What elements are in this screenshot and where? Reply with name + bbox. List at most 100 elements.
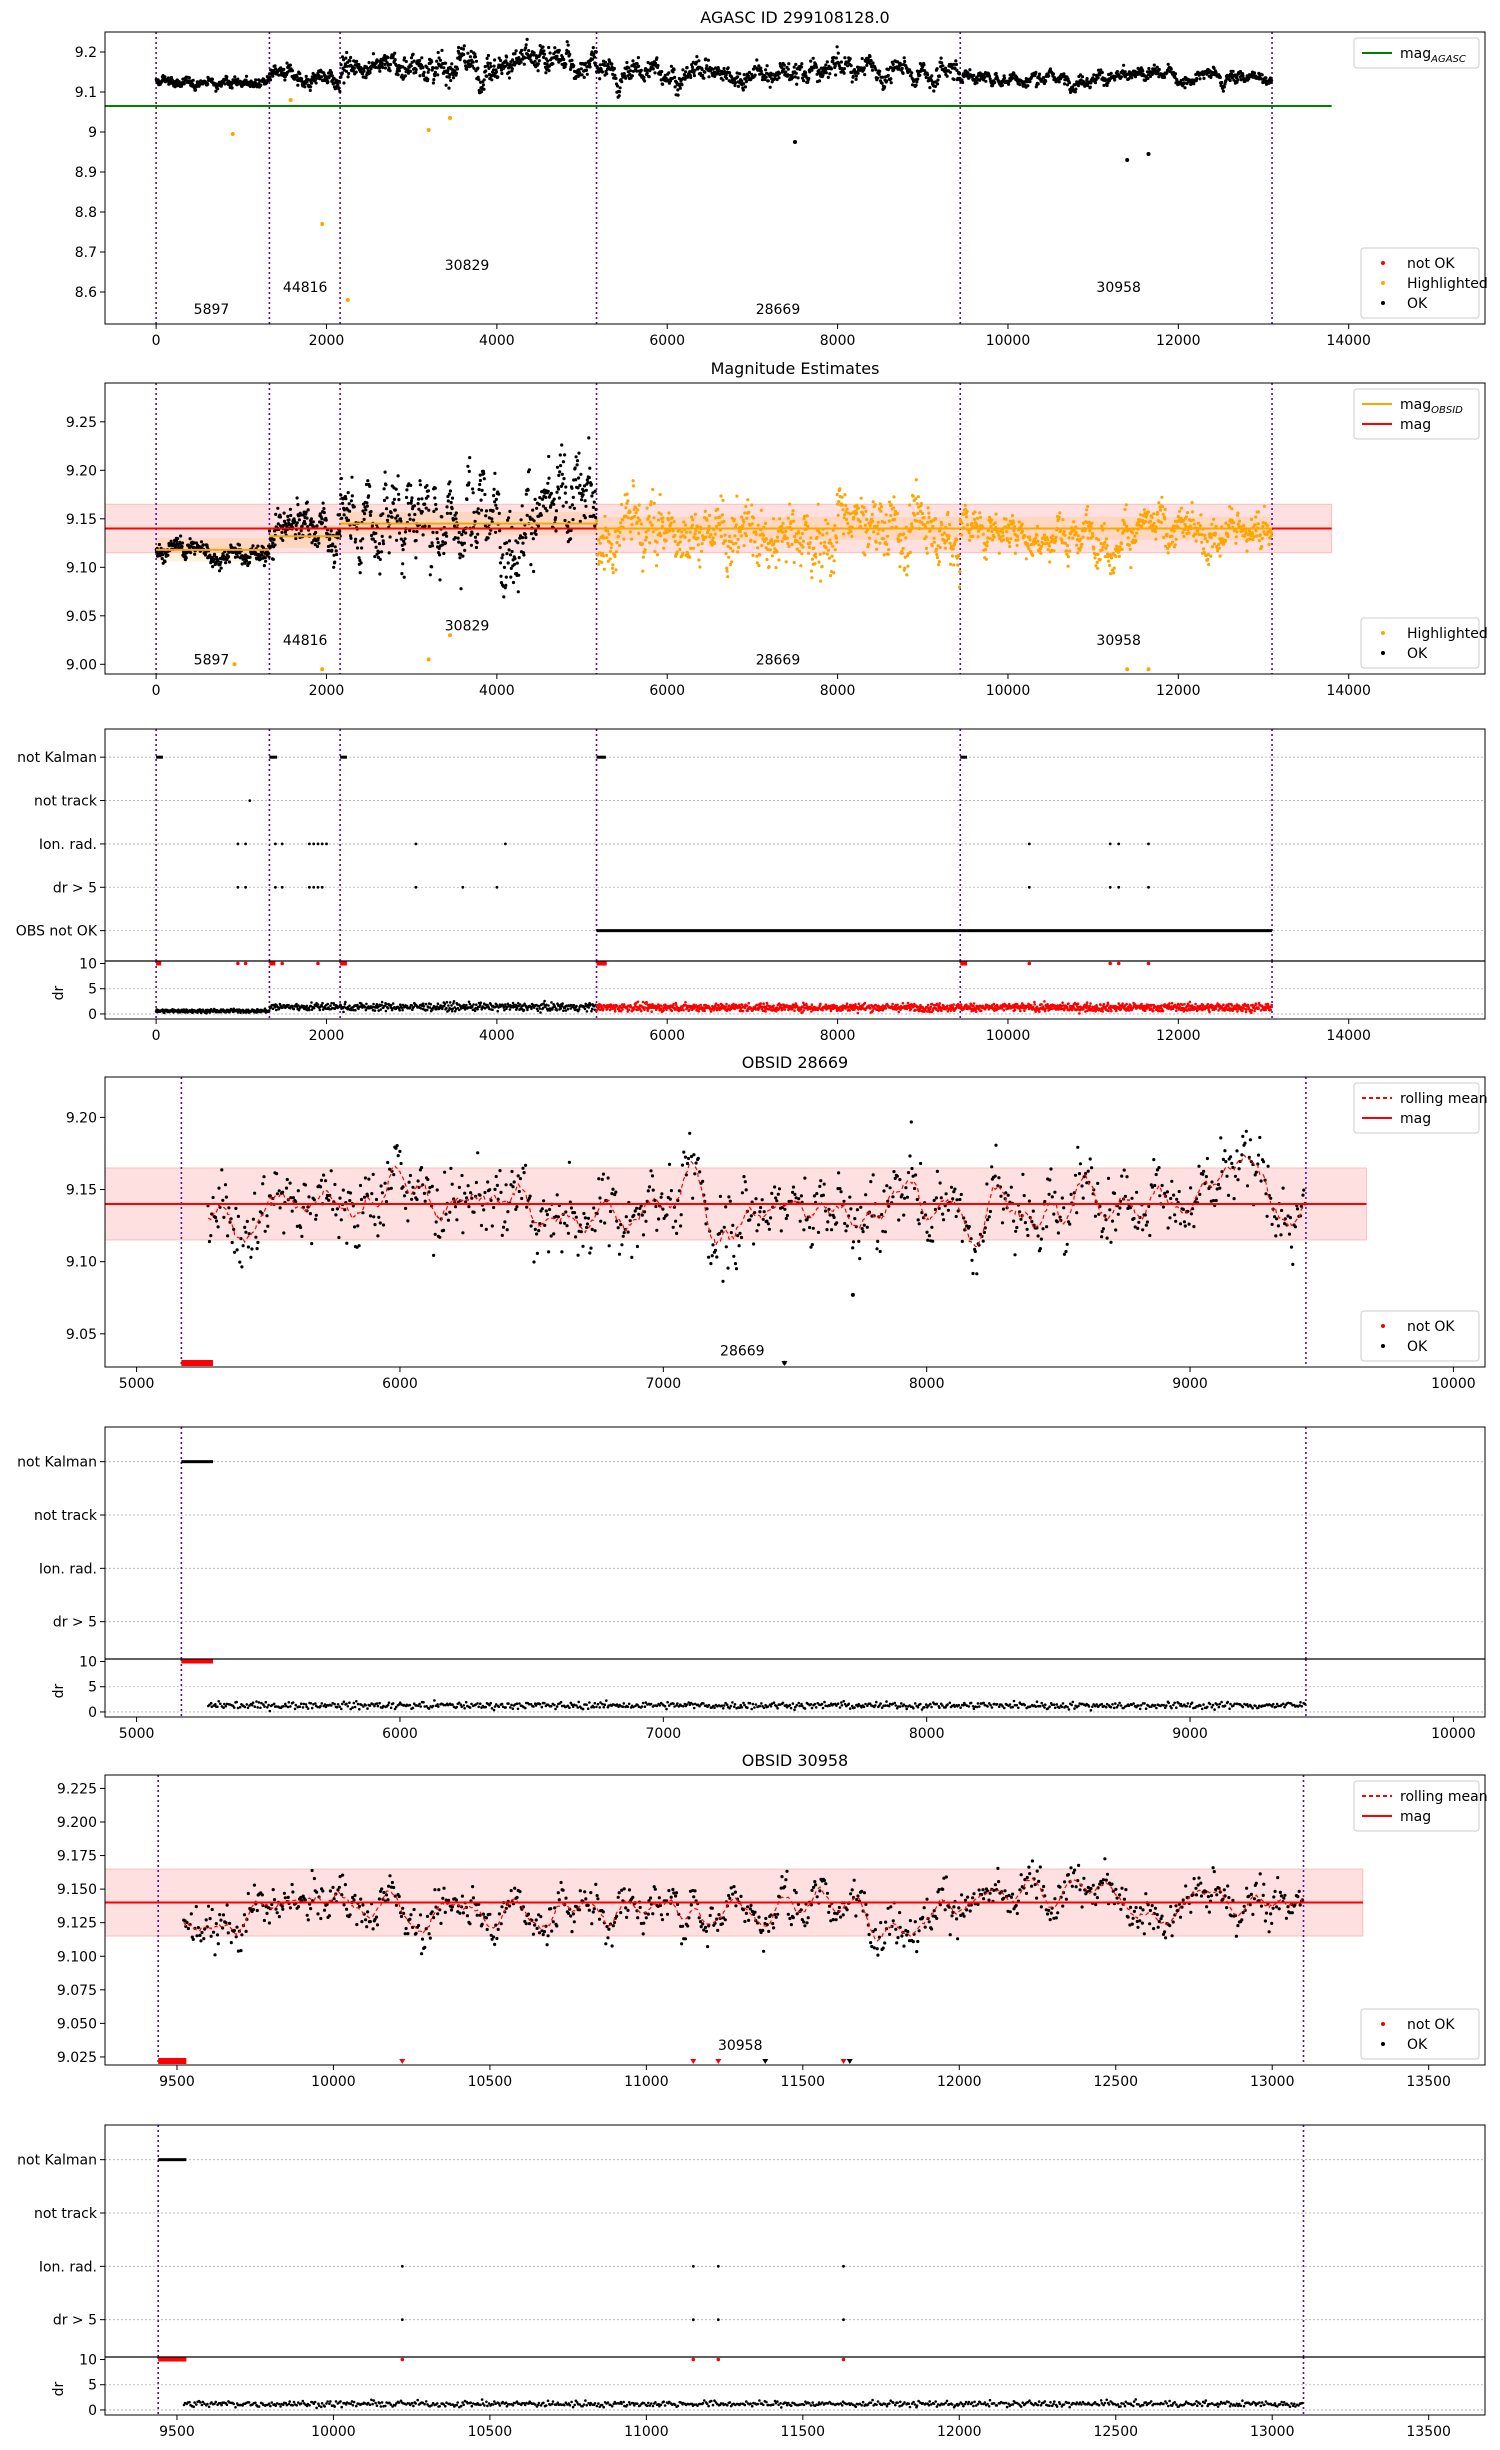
p2-data-point (407, 513, 411, 517)
p2-data-point (1054, 535, 1058, 539)
p2-data-point (844, 503, 848, 507)
p1-data-point (233, 75, 237, 79)
p2-data-point (876, 532, 880, 536)
p2-data-point (783, 534, 787, 538)
p1-data-point (579, 67, 583, 71)
p2-data-point (305, 500, 309, 504)
p2-data-point (696, 536, 700, 540)
p2-title: Magnitude Estimates (711, 359, 880, 378)
p1-data-point (271, 74, 275, 78)
p2-data-point (401, 548, 405, 552)
p2-data-point (471, 487, 475, 491)
p2-data-point (448, 489, 452, 493)
p2-data-point (322, 507, 326, 511)
p2-data-point (1270, 531, 1274, 535)
p1-data-point (535, 56, 539, 60)
p2-data-point (812, 546, 816, 550)
p2-data-point (547, 476, 551, 480)
p2-data-point (404, 495, 409, 500)
p2-data-point (693, 512, 698, 517)
p1-obsid-label: 5897 (194, 302, 230, 318)
p2-data-point (1265, 524, 1269, 528)
p2-data-point (614, 568, 618, 572)
p1-data-point (433, 74, 437, 78)
p1-data-point (738, 72, 742, 76)
p3-flag-point (248, 799, 252, 802)
p2-xtick-label: 0 (152, 683, 161, 699)
p1-data-point (1065, 83, 1069, 87)
p1-data-point (403, 74, 407, 78)
p2-data-point (1063, 533, 1067, 537)
p2-data-point (1052, 549, 1056, 553)
p2-data-point (549, 491, 554, 495)
p1-data-point (179, 84, 184, 88)
p1-data-point (489, 64, 493, 69)
p2-xtick-label: 4000 (479, 683, 515, 699)
p2-data-point (360, 546, 364, 550)
p2-data-point (1096, 566, 1100, 570)
p1-data-point (701, 73, 705, 77)
p3-flag-point (274, 885, 277, 889)
p2-data-point (324, 518, 328, 522)
p2-data-point (891, 506, 896, 510)
p2-data-point (1212, 542, 1216, 546)
p2-data-point (546, 489, 550, 493)
p3-flag-point (1027, 885, 1031, 889)
p1-data-point (753, 73, 757, 77)
p1-data-point (344, 69, 348, 73)
p1-data-point (914, 83, 918, 87)
p1-data-point (994, 71, 998, 76)
p2-data-point (358, 571, 362, 575)
p1-data-point (1106, 81, 1110, 85)
p1-data-point (468, 55, 472, 59)
p2-data-point (756, 523, 760, 527)
p1-data-point (566, 43, 570, 47)
p2-data-point (484, 509, 489, 513)
p2-data-point (520, 504, 524, 508)
p2-data-point (864, 509, 868, 513)
p2-data-point (1021, 529, 1025, 534)
p2-data-point (1256, 510, 1261, 514)
p1-data-point (386, 55, 390, 60)
p2-data-point (387, 551, 391, 555)
p1-data-point (673, 85, 677, 89)
p2-data-point (1152, 512, 1156, 516)
p1-data-point (777, 76, 781, 80)
p1-data-point (496, 75, 500, 79)
p2-ytick-label: 9.25 (66, 415, 97, 431)
p2-data-point (333, 560, 337, 564)
p1-data-point (834, 73, 838, 77)
p2-data-point (805, 514, 809, 518)
p2-data-point (212, 552, 217, 556)
p1-data-point (887, 68, 891, 72)
p2-data-point (1061, 518, 1065, 522)
p1-data-point (695, 55, 699, 59)
p1-data-point (431, 66, 435, 70)
p2-data-point (341, 501, 345, 505)
p2-data-point (1120, 542, 1124, 546)
p2-data-point (775, 535, 780, 539)
p1-data-point (591, 46, 595, 50)
p1-data-point (285, 61, 289, 65)
p1-data-point (426, 77, 430, 81)
p1-data-point (1228, 78, 1232, 83)
p1-data-point (782, 67, 786, 71)
p1-data-point (922, 63, 926, 67)
p2-data-point (573, 466, 577, 470)
p2-data-point (449, 500, 453, 505)
p2-data-point (638, 518, 642, 522)
p2-data-point (282, 511, 286, 515)
p2-data-point (570, 486, 574, 490)
p1-data-point (625, 60, 629, 65)
p2-data-point (1201, 547, 1206, 551)
p2-data-point (878, 541, 882, 545)
p1-data-point (796, 76, 800, 80)
p1-data-point (1089, 81, 1093, 85)
p1-data-point (742, 73, 746, 77)
p3-flag-point (1117, 885, 1121, 889)
p2-data-point (946, 536, 951, 541)
p2-data-point (477, 487, 481, 492)
p1-data-point (448, 73, 452, 77)
p2-data-point (964, 515, 969, 519)
